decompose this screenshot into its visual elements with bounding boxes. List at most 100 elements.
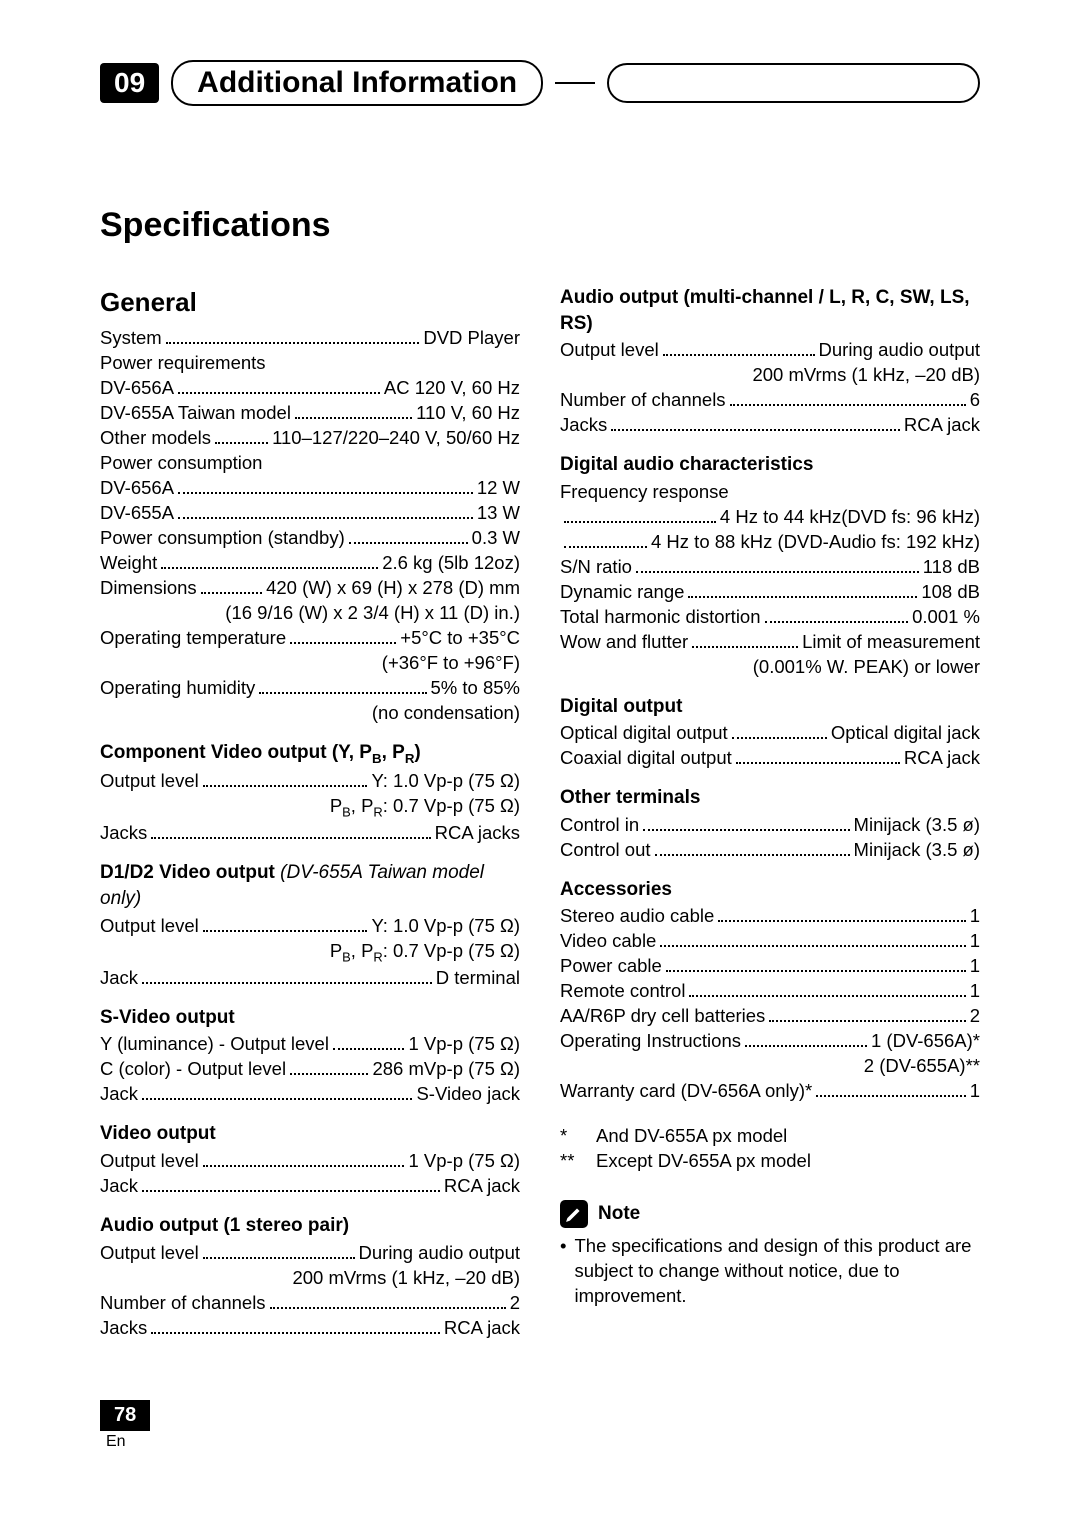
spec-dots	[769, 1020, 965, 1022]
digchar-heading: Digital audio characteristics	[560, 452, 980, 478]
spec-dots	[178, 492, 473, 494]
spec-value: RCA jack	[904, 413, 980, 438]
spec-dots	[730, 404, 966, 406]
spec-label: Jacks	[100, 1316, 147, 1341]
spec-dots	[203, 1165, 405, 1167]
spec-dots	[692, 646, 798, 648]
spec-value: S-Video jack	[416, 1082, 520, 1107]
spec-value: 2	[970, 1004, 980, 1029]
spec-list: Y (luminance) - Output level1 Vp-p (75 Ω…	[100, 1032, 520, 1107]
d1d2-heading-a: D1/D2 Video output	[100, 862, 275, 883]
spec-list: SystemDVD PlayerPower requirementsDV-656…	[100, 326, 520, 601]
right-column: Audio output (multi-channel / L, R, C, S…	[560, 285, 980, 1340]
spec-row: DV-656A12 W	[100, 476, 520, 501]
spec-row: Other models110–127/220–240 V, 50/60 Hz	[100, 426, 520, 451]
audio1-extra: 200 mVrms (1 kHz, –20 dB)	[100, 1266, 520, 1291]
spec-value: 1	[970, 954, 980, 979]
spec-row: Control inMinijack (3.5 ø)	[560, 813, 980, 838]
spec-value: 420 (W) x 69 (H) x 278 (D) mm	[266, 576, 520, 601]
spec-value: 110 V, 60 Hz	[416, 401, 520, 426]
spec-dots	[816, 1095, 965, 1097]
spec-row: Operating temperature+5°C to +35°C	[100, 626, 520, 651]
spec-dots	[736, 762, 900, 764]
spec-row: Output levelDuring audio output	[560, 338, 980, 363]
spec-list: Operating temperature+5°C to +35°C	[100, 626, 520, 651]
svideo-heading: S-Video output	[100, 1005, 520, 1031]
spec-dots	[142, 1098, 412, 1100]
digout-heading: Digital output	[560, 694, 980, 720]
spec-label: Power requirements	[100, 351, 266, 376]
spec-dots	[142, 982, 432, 984]
spec-value: RCA jacks	[435, 821, 520, 846]
columns: General SystemDVD PlayerPower requiremen…	[100, 285, 980, 1340]
spec-label: Output level	[100, 769, 199, 794]
component-heading: Component Video output (Y, PB, PR)	[100, 740, 520, 768]
spec-dots	[636, 571, 919, 573]
spec-dots	[688, 596, 917, 598]
spec-value: 13 W	[477, 501, 520, 526]
spec-row: Weight2.6 kg (5lb 12oz)	[100, 551, 520, 576]
spec-label: Coaxial digital output	[560, 746, 732, 771]
spec-label: Power consumption	[100, 451, 262, 476]
spec-value: 1	[970, 1079, 980, 1104]
d1d2-heading: D1/D2 Video output (DV-655A Taiwan model…	[100, 860, 520, 911]
spec-value: RCA jack	[444, 1174, 520, 1199]
spec-label: DV-655A	[100, 501, 174, 526]
note-box: Note • The specifications and design of …	[560, 1200, 980, 1309]
spec-row: 4 Hz to 88 kHz (DVD-Audio fs: 192 kHz)	[560, 530, 980, 555]
spec-list: Output level1 Vp-p (75 Ω)JackRCA jack	[100, 1149, 520, 1199]
spec-value: RCA jack	[444, 1316, 520, 1341]
spec-value: During audio output	[819, 338, 980, 363]
spec-row: Y (luminance) - Output level1 Vp-p (75 Ω…	[100, 1032, 520, 1057]
pencil-icon	[560, 1200, 588, 1228]
spec-list: Output levelY: 1.0 Vp-p (75 Ω)	[100, 914, 520, 939]
spec-dots	[295, 417, 412, 419]
spec-dots	[151, 1332, 440, 1334]
spec-dots	[166, 342, 420, 344]
spec-dots	[142, 1190, 440, 1192]
chapter-number: 09	[100, 63, 159, 103]
spec-dots	[151, 837, 430, 839]
spec-label: Output level	[100, 1149, 199, 1174]
spec-value: 1	[970, 929, 980, 954]
spec-dots	[215, 442, 268, 444]
spec-value: Minijack (3.5 ø)	[854, 838, 980, 863]
spec-dots	[745, 1045, 867, 1047]
spec-label: Jack	[100, 1082, 138, 1107]
spec-list: Output levelDuring audio output	[100, 1241, 520, 1266]
spec-list: Output levelY: 1.0 Vp-p (75 Ω)	[100, 769, 520, 794]
spec-row: Dynamic range 108 dB	[560, 580, 980, 605]
spec-label: Operating Instructions	[560, 1029, 741, 1054]
spec-row: 4 Hz to 44 kHz(DVD fs: 96 kHz)	[560, 505, 980, 530]
spec-list: Output levelDuring audio output	[560, 338, 980, 363]
spec-label: Power cable	[560, 954, 662, 979]
audio1-heading: Audio output (1 stereo pair)	[100, 1213, 520, 1239]
acc-heading: Accessories	[560, 877, 980, 903]
spec-row: Power cable 1	[560, 954, 980, 979]
spec-dots	[655, 854, 850, 856]
footnote-1: * And DV-655A px model	[560, 1124, 980, 1149]
spec-label: Dynamic range	[560, 580, 684, 605]
note-bullet: • The specifications and design of this …	[560, 1234, 980, 1309]
spec-label: Operating humidity	[100, 676, 255, 701]
spec-value: 108 dB	[921, 580, 980, 605]
humidity-paren: (no condensation)	[100, 701, 520, 726]
spec-value: 1 Vp-p (75 Ω)	[408, 1149, 520, 1174]
component-extra: PB, PR: 0.7 Vp-p (75 Ω)	[100, 794, 520, 821]
spec-label: Control out	[560, 838, 651, 863]
spec-row: Coaxial digital outputRCA jack	[560, 746, 980, 771]
spec-row: S/N ratio118 dB	[560, 555, 980, 580]
spec-row: Video cable1	[560, 929, 980, 954]
spec-dots	[732, 737, 827, 739]
spec-value: 0.3 W	[472, 526, 520, 551]
footnote-1-star: *	[560, 1124, 586, 1149]
spec-label: Output level	[100, 914, 199, 939]
spec-value: 2	[510, 1291, 520, 1316]
spec-label: C (color) - Output level	[100, 1057, 286, 1082]
chapter-title: Additional Information	[171, 60, 543, 106]
spec-value: 5% to 85%	[431, 676, 520, 701]
spec-list: Control inMinijack (3.5 ø)Control out Min…	[560, 813, 980, 863]
spec-label: Output level	[100, 1241, 199, 1266]
spec-row: Wow and flutterLimit of measurement	[560, 630, 980, 655]
spec-label: Optical digital output	[560, 721, 728, 746]
